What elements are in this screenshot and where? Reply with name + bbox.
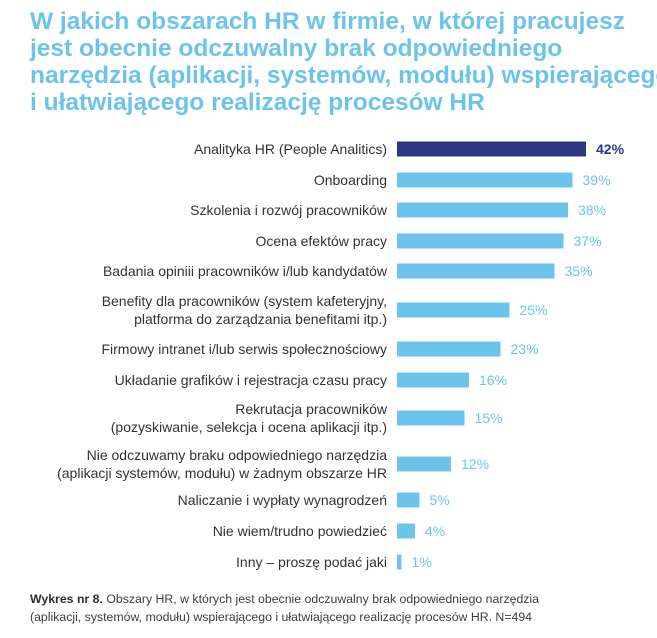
bar	[397, 410, 465, 426]
caption-label: Wykres nr 8.	[30, 592, 103, 606]
bar	[397, 233, 564, 249]
category-label: Układanie grafików i rejestracja czasu p…	[115, 372, 387, 388]
data-label: 35%	[565, 263, 593, 279]
bar	[397, 523, 415, 539]
bar-chart: 42% Analityka HR (People Analitics) 39% Onb…	[57, 141, 625, 570]
data-label: 16%	[479, 372, 507, 388]
category-label: Ocena efektów pracy	[255, 233, 387, 249]
figure-caption: Wykres nr 8. Obszary HR, w których jest …	[30, 590, 650, 626]
bar	[397, 554, 402, 570]
bar	[397, 141, 586, 157]
category-label: Szkolenia i rozwój pracowników	[190, 202, 388, 218]
category-label: (pozyskiwanie, selekcja i ocena aplikacj…	[111, 419, 387, 435]
bar	[397, 372, 469, 388]
data-label: 25%	[520, 302, 548, 318]
data-label: 12%	[461, 456, 489, 472]
bar	[397, 172, 573, 188]
data-label: 15%	[475, 410, 503, 426]
bar	[397, 492, 420, 508]
category-label: Inny – proszę podać jaki	[236, 554, 387, 570]
category-label: Benefity dla pracowników (system kafeter…	[102, 293, 387, 309]
category-label: Badania opiniii pracowników i/lub kandyd…	[103, 263, 388, 279]
chart-title-line: narzędzia (aplikacji, systemów, modułu) …	[30, 62, 657, 89]
bar	[397, 302, 510, 318]
category-label: Nie odczuwamy braku odpowiedniego narzęd…	[87, 447, 388, 463]
category-label: (aplikacji systemów, modułu) w żadnym ob…	[57, 465, 387, 481]
category-label: platforma do zarządzania benefitami itp.…	[134, 311, 387, 327]
data-label: 5%	[430, 492, 450, 508]
data-label: 23%	[511, 341, 539, 357]
chart-title-line: jest obecnie odczuwalny brak odpowiednie…	[30, 35, 563, 62]
bar	[397, 456, 451, 472]
data-label: 39%	[583, 172, 611, 188]
category-label: Onboarding	[314, 172, 387, 188]
data-label: 37%	[574, 233, 602, 249]
category-label: Firmowy intranet i/lub serwis społecznoś…	[101, 341, 387, 357]
data-label: 38%	[578, 202, 606, 218]
caption-text-line2: (aplikacji, systemów, modułu) wspierając…	[30, 610, 533, 624]
chart-title-line: i ułatwiającego realizację procesów HR	[30, 89, 485, 116]
category-label: Naliczanie i wypłaty wynagrodzeń	[178, 492, 387, 508]
category-label: Nie wiem/trudno powiedzieć	[213, 523, 387, 539]
data-label: 1%	[412, 554, 432, 570]
bar	[397, 263, 555, 279]
chart-title-line: W jakich obszarach HR w firmie, w której…	[30, 8, 625, 35]
category-label: Analityka HR (People Analitics)	[194, 141, 387, 157]
category-label: Rekrutacja pracowników	[235, 401, 388, 417]
data-label: 4%	[425, 523, 445, 539]
bar	[397, 202, 568, 218]
chart-title: W jakich obszarach HR w firmie, w której…	[30, 8, 657, 116]
data-label: 42%	[596, 141, 625, 157]
caption-text: Obszary HR, w których jest obecnie odczu…	[102, 592, 539, 606]
bar	[397, 341, 501, 357]
